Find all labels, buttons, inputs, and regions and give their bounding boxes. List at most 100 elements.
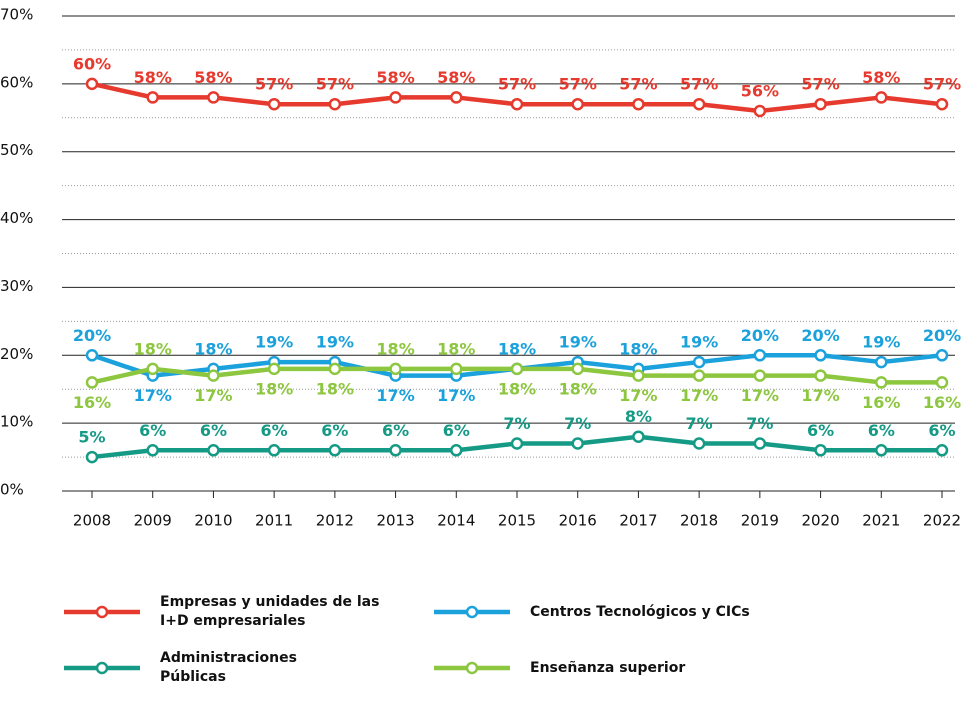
value-label: 57% bbox=[680, 75, 718, 94]
marker bbox=[692, 437, 706, 450]
marker bbox=[935, 349, 949, 362]
value-label: 57% bbox=[923, 75, 961, 94]
marker bbox=[146, 362, 159, 376]
marker bbox=[510, 362, 524, 376]
marker bbox=[450, 91, 463, 104]
x-tick-label: 2018 bbox=[680, 512, 718, 530]
x-tick-label: 2019 bbox=[741, 512, 779, 530]
marker bbox=[632, 97, 645, 111]
y-tick-label: 40% bbox=[0, 209, 33, 227]
legend-label: Enseñanza superior bbox=[530, 659, 686, 676]
marker bbox=[632, 430, 645, 443]
marker bbox=[146, 91, 159, 104]
marker bbox=[875, 355, 888, 369]
marker bbox=[267, 97, 281, 111]
value-label: 19% bbox=[255, 333, 293, 352]
marker bbox=[328, 444, 342, 457]
value-label: 19% bbox=[559, 333, 597, 352]
x-tick-label: 2009 bbox=[134, 512, 172, 530]
value-label: 6% bbox=[807, 421, 834, 440]
value-label: 7% bbox=[564, 414, 591, 433]
value-label: 8% bbox=[625, 407, 652, 426]
x-tick-label: 2017 bbox=[619, 512, 657, 530]
marker bbox=[207, 91, 220, 104]
value-label: 19% bbox=[680, 333, 718, 352]
marker bbox=[814, 97, 827, 111]
x-tick-label: 2012 bbox=[316, 512, 354, 530]
value-label: 7% bbox=[686, 414, 713, 433]
marker bbox=[207, 444, 220, 457]
y-tick-label: 30% bbox=[0, 277, 33, 295]
value-label: 20% bbox=[741, 326, 779, 345]
marker bbox=[571, 362, 584, 376]
value-label: 18% bbox=[498, 379, 536, 398]
marker bbox=[935, 376, 949, 389]
x-tick-label: 2011 bbox=[255, 512, 293, 530]
value-label: 19% bbox=[316, 333, 354, 352]
marker bbox=[753, 104, 767, 118]
value-label: 18% bbox=[316, 379, 354, 398]
value-label: 18% bbox=[255, 379, 293, 398]
marker bbox=[692, 97, 706, 111]
marker bbox=[875, 376, 888, 389]
marker bbox=[814, 444, 827, 457]
marker bbox=[875, 91, 888, 104]
value-label: 19% bbox=[862, 333, 900, 352]
value-label: 16% bbox=[923, 393, 961, 412]
legend-label: Administraciones Públicas bbox=[160, 650, 297, 685]
value-label: 17% bbox=[680, 386, 718, 405]
value-label: 57% bbox=[619, 75, 657, 94]
value-label: 18% bbox=[559, 379, 597, 398]
x-tick-label: 2013 bbox=[376, 512, 414, 530]
legend-marker bbox=[95, 605, 109, 619]
value-label: 6% bbox=[321, 421, 348, 440]
marker bbox=[753, 349, 767, 362]
marker bbox=[692, 355, 706, 369]
value-label: 60% bbox=[73, 54, 111, 73]
legend-marker bbox=[465, 605, 479, 619]
y-tick-label: 70% bbox=[0, 6, 33, 24]
value-label: 57% bbox=[498, 75, 536, 94]
value-label: 17% bbox=[801, 386, 839, 405]
value-label: 17% bbox=[194, 386, 232, 405]
value-label: 7% bbox=[503, 414, 530, 433]
legend-swatch bbox=[434, 661, 510, 675]
legend-marker bbox=[465, 661, 479, 675]
value-label: 20% bbox=[801, 326, 839, 345]
marker bbox=[450, 444, 463, 457]
value-label: 58% bbox=[376, 68, 414, 87]
legend-label: Empresas y unidades de las I+D empresari… bbox=[160, 594, 380, 629]
y-tick-label: 20% bbox=[0, 345, 33, 363]
value-label: 16% bbox=[862, 393, 900, 412]
marker bbox=[85, 450, 99, 464]
marker bbox=[389, 444, 402, 457]
marker bbox=[85, 349, 99, 362]
value-label: 7% bbox=[746, 414, 773, 433]
value-label: 20% bbox=[73, 326, 111, 345]
value-label: 18% bbox=[194, 339, 232, 358]
marker bbox=[267, 362, 281, 376]
marker bbox=[935, 444, 949, 457]
value-label: 18% bbox=[134, 339, 172, 358]
marker bbox=[450, 362, 463, 376]
value-label: 18% bbox=[619, 339, 657, 358]
value-label: 17% bbox=[134, 386, 172, 405]
x-tick-label: 2020 bbox=[801, 512, 839, 530]
y-tick-label: 60% bbox=[0, 73, 33, 91]
legend-swatch bbox=[434, 605, 510, 619]
value-label: 58% bbox=[862, 68, 900, 87]
legend-item: Centros Tecnológicos y CICs bbox=[432, 592, 770, 632]
value-label: 57% bbox=[801, 75, 839, 94]
value-label: 6% bbox=[200, 421, 227, 440]
value-label: 57% bbox=[316, 75, 354, 94]
value-label: 57% bbox=[559, 75, 597, 94]
value-label: 18% bbox=[498, 339, 536, 358]
marker bbox=[692, 369, 706, 382]
y-tick-label: 0% bbox=[0, 481, 24, 499]
marker bbox=[753, 369, 767, 382]
marker bbox=[814, 349, 827, 362]
x-tick-label: 2016 bbox=[559, 512, 597, 530]
legend-swatch bbox=[64, 661, 140, 675]
value-label: 20% bbox=[923, 326, 961, 345]
